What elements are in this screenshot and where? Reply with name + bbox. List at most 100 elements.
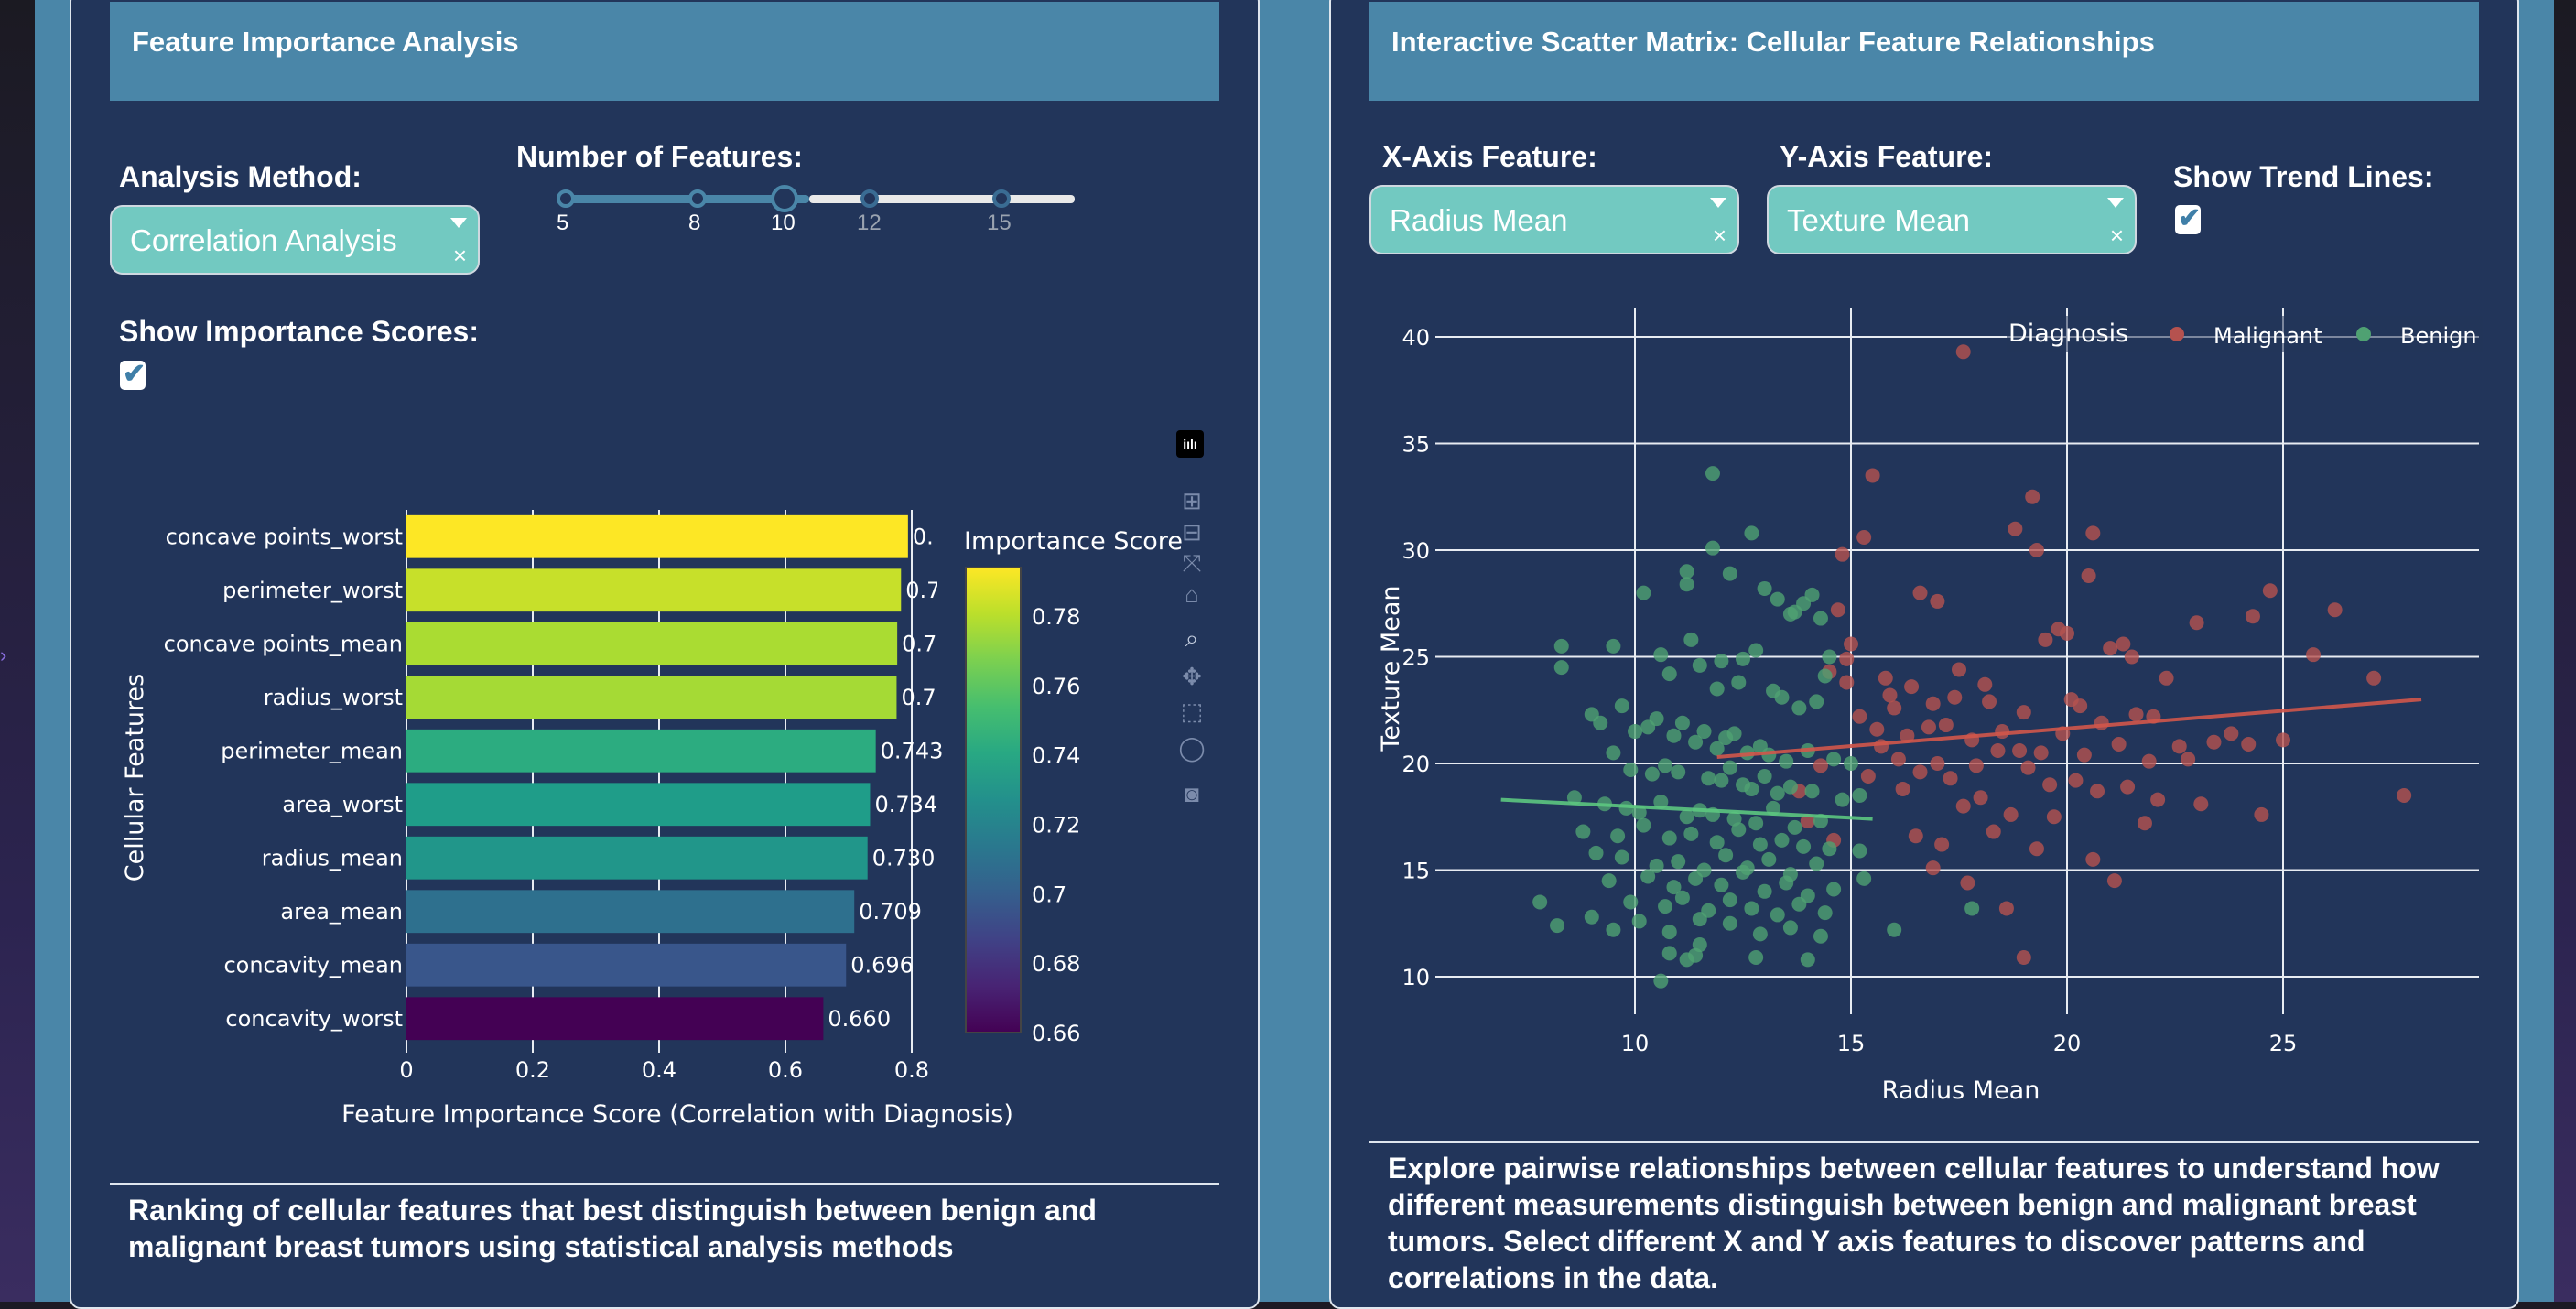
camera-icon[interactable]: ◙ [1185,780,1199,807]
scatter-point-benign [1779,753,1794,769]
y-tick-label: 15 [1402,859,1430,884]
scatter-point-malignant [2068,773,2084,788]
scatter-point-malignant [2076,747,2092,763]
scatter-point-malignant [1973,790,1988,806]
bar-value-label: 0. [913,524,934,549]
scatter-point-malignant [1835,546,1850,562]
zoom-box-icon[interactable]: ⌕ [1185,624,1199,652]
scatter-point-malignant [2124,649,2139,665]
scatter-point-benign [1726,726,1742,741]
scatter-point-malignant [1921,719,1936,735]
scatter-point-malignant [2103,641,2118,656]
check-icon: ✔ [2178,203,2202,233]
scatter-point-malignant [2189,615,2204,631]
bar [406,514,908,558]
scatter-point-benign [1671,764,1686,780]
scatter-point-benign [1644,766,1660,782]
x-tick-label: 0.2 [515,1057,550,1083]
zoom-in-icon[interactable]: ⊞ [1182,487,1202,514]
clear-icon[interactable]: × [2109,222,2124,249]
analysis-method-label: Analysis Method: [119,160,362,193]
autoscale-icon[interactable]: ⤧ [1182,549,1202,577]
bar-value-label: 0.7 [901,685,936,710]
scatter-point-benign [1553,638,1569,654]
scatter-point-benign [1722,892,1737,908]
scatter-point-malignant [1955,798,1971,814]
scatter-point-benign [1856,871,1872,886]
scatter-point-malignant [2193,796,2209,812]
scatter-point-benign [1674,715,1690,730]
scatter-point-malignant [1930,593,1945,609]
divider [110,1183,1219,1185]
clear-icon[interactable]: × [1712,222,1726,249]
scatter-point-benign [1623,762,1639,777]
chevron-right-icon[interactable]: › [0,644,7,666]
scatter-point-benign [1770,591,1785,607]
show-importance-scores-checkbox[interactable]: ✔ [120,359,146,390]
colorbar-tick-label: 0.74 [1032,743,1080,769]
scatter-point-benign [1679,809,1694,825]
scatter-point-benign [1757,768,1772,784]
slider-handle[interactable] [771,185,798,212]
y-tick-label: concavity_worst [225,1006,403,1032]
colorbar-tick-label: 0.78 [1032,604,1080,630]
slider-mark-dot[interactable] [992,189,1011,208]
scatter-point-benign [1770,907,1785,923]
bar [406,783,871,827]
scatter-point-benign [1826,882,1842,897]
x-axis-feature-dropdown[interactable]: Radius Mean × [1369,185,1739,254]
scatter-point-benign [1553,660,1569,676]
scatter-point-benign [1809,694,1824,709]
scatter-point-benign [1628,724,1642,740]
scatter-point-malignant [2262,583,2278,599]
analysis-method-value: Correlation Analysis [130,223,397,257]
slider-track-filled[interactable] [564,195,809,203]
scatter-point-benign [1804,784,1820,799]
scatter-point-benign [1606,638,1621,654]
scatter-point-malignant [1947,689,1963,705]
plotly-logo-icon[interactable]: iılı [1176,430,1204,458]
slider-mark-dot[interactable] [860,189,879,208]
slider-mark-label: 12 [857,211,882,235]
clear-icon[interactable]: × [452,242,467,269]
scatter-point-benign [1826,752,1842,767]
legend-label-benign: Benign [2400,323,2477,349]
scatter-point-benign [1817,905,1833,921]
pan-icon[interactable]: ✥ [1182,663,1202,690]
x-tick-label: 0 [399,1057,413,1083]
scatter-point-malignant [2060,625,2074,641]
x-axis-feature-value: Radius Mean [1390,203,1568,237]
slider-track-rail[interactable] [809,195,1075,203]
scatter-point-malignant [2171,739,2187,754]
scatter-point-benign [1748,643,1764,658]
y-tick-label: area_mean [280,899,403,925]
slider-mark-dot[interactable] [557,189,575,208]
box-select-icon[interactable]: ⬚ [1180,698,1204,725]
analysis-method-dropdown[interactable]: Correlation Analysis × [110,205,480,275]
show-trend-lines-label: Show Trend Lines: [2173,160,2434,193]
window-edge-right [2554,0,2576,1302]
scatter-point-benign [1653,647,1669,663]
dropdown-arrow-icon[interactable] [1710,198,1726,208]
scatter-point-benign [1852,787,1867,803]
scatter-point-malignant [1977,676,1993,692]
scatter-point-malignant [2150,792,2166,807]
scatter-point-benign [1593,715,1608,730]
scatter-point-benign [1692,937,1707,953]
home-icon[interactable]: ⌂ [1185,580,1199,608]
y-axis-feature-dropdown[interactable]: Texture Mean × [1767,185,2137,254]
y-tick-label: perimeter_worst [222,578,403,603]
scatter-point-benign [1774,832,1790,848]
slider-mark-dot[interactable] [688,189,707,208]
lasso-icon[interactable]: ◯ [1178,734,1206,762]
show-trend-lines-checkbox[interactable]: ✔ [2175,203,2202,234]
scatter-point-malignant [2038,632,2053,647]
dropdown-arrow-icon[interactable] [450,218,467,228]
dropdown-arrow-icon[interactable] [2107,198,2124,208]
legend-marker-benign [2356,327,2371,341]
scatter-point-benign [1661,925,1677,940]
scatter-point-malignant [2397,787,2412,803]
scatter-point-malignant [1908,828,1923,844]
zoom-out-icon[interactable]: ⊟ [1182,518,1202,546]
scatter-point-malignant [2137,816,2152,831]
